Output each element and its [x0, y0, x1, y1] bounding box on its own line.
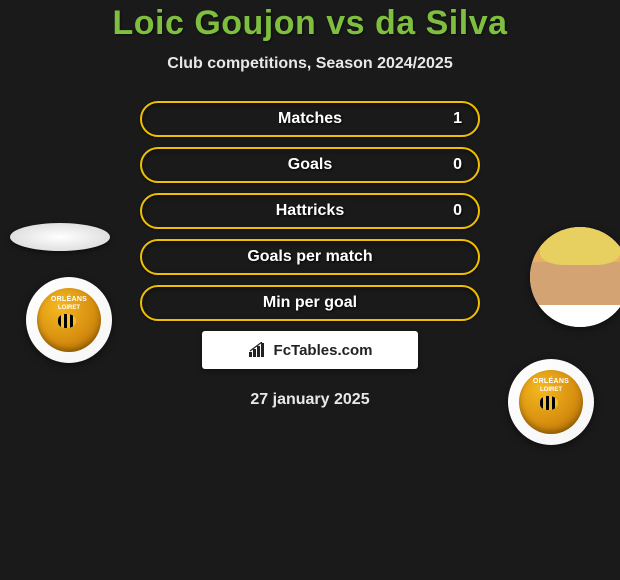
stat-value: 1: [453, 110, 462, 128]
player-right-avatar: [530, 227, 620, 327]
club-badge-right: ORLÉANS LOIRET: [508, 359, 594, 445]
stat-row-matches: Matches 1: [140, 101, 480, 137]
stat-value: 0: [453, 202, 462, 220]
stat-row-min-per-goal: Min per goal: [140, 285, 480, 321]
stat-label: Hattricks: [276, 202, 344, 220]
stat-row-goals: Goals 0: [140, 147, 480, 183]
brand-text: FcTables.com: [274, 342, 373, 359]
page-title: Loic Goujon vs da Silva: [0, 4, 620, 43]
orleans-badge-icon: ORLÉANS LOIRET: [519, 370, 583, 434]
stat-label: Matches: [278, 110, 342, 128]
player-face-illustration: [530, 227, 620, 327]
club-badge-left: ORLÉANS LOIRET: [26, 277, 112, 363]
source-attribution: FcTables.com: [202, 331, 418, 369]
orleans-badge-icon: ORLÉANS LOIRET: [37, 288, 101, 352]
player-left-avatar-placeholder: [10, 223, 110, 251]
stat-row-hattricks: Hattricks 0: [140, 193, 480, 229]
stat-row-goals-per-match: Goals per match: [140, 239, 480, 275]
stat-value: 0: [453, 156, 462, 174]
comparison-card: Loic Goujon vs da Silva Club competition…: [0, 0, 620, 409]
stat-label: Goals: [288, 156, 332, 174]
bar-chart-icon: [248, 342, 270, 358]
stat-label: Goals per match: [247, 248, 372, 266]
stats-area: ORLÉANS LOIRET ORLÉANS LOIRET Matches 1 …: [0, 101, 620, 409]
stat-label: Min per goal: [263, 294, 357, 312]
subtitle: Club competitions, Season 2024/2025: [0, 55, 620, 73]
